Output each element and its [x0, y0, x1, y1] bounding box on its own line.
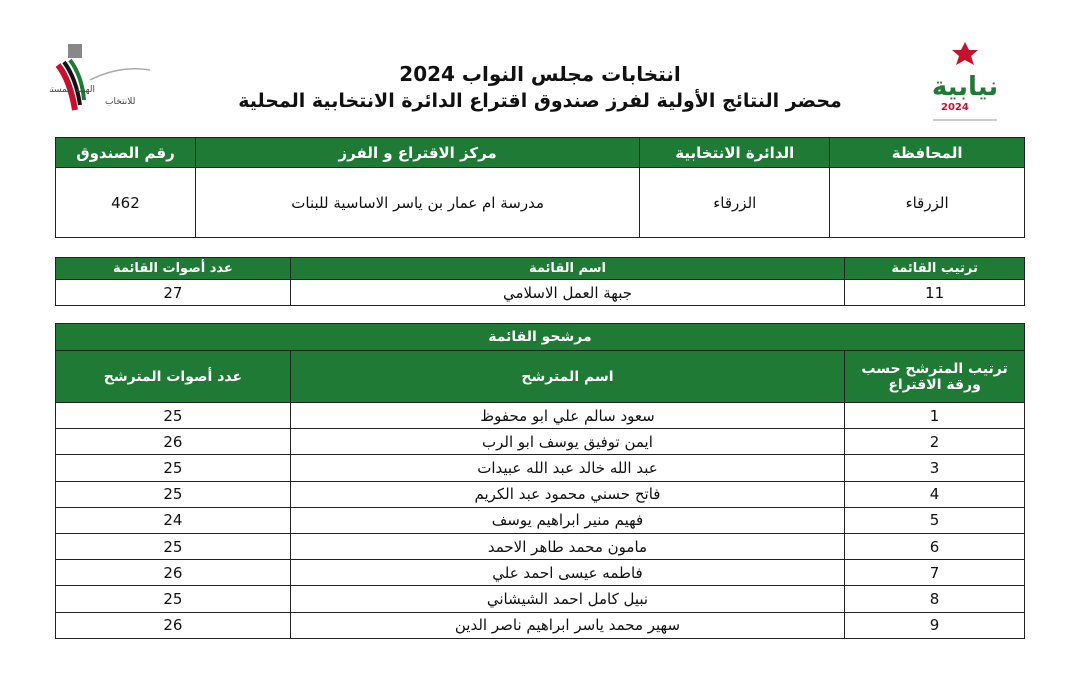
page-subtitle: محضر النتائج الأولية لفرز صندوق اقتراع ا…	[238, 90, 842, 112]
header-list-votes: عدد أصوات القائمة	[55, 257, 291, 280]
list-name-value: جبهة العمل الاسلامي	[289, 279, 846, 306]
box-number-value: 462	[55, 167, 196, 238]
svg-text:2024: 2024	[941, 102, 969, 113]
candidate-rank: 6	[844, 532, 1025, 561]
header-box-number: رقم الصندوق	[55, 137, 196, 168]
table-row: 8 نبيل كامل احمد الشيشاني 25	[55, 585, 1025, 613]
header-governorate: المحافظة	[829, 137, 1025, 168]
iec-logo: الهيئة المستقلة للانتخاب	[50, 44, 151, 111]
header-candidate-name: اسم المترشح	[289, 350, 846, 403]
svg-text:نيابية: نيابية	[932, 72, 998, 102]
candidate-votes: 25	[55, 454, 291, 482]
table-row: 9 سهير محمد ياسر ابراهيم ناصر الدين 26	[55, 611, 1025, 639]
candidates-table: مرشحو القائمة ترتيب المترشح حسب ورقة الا…	[55, 323, 1025, 639]
candidate-votes: 26	[55, 611, 291, 639]
candidate-name: عبد الله خالد عبد الله عبيدات	[289, 454, 846, 482]
ballot-box-info-table: المحافظة الدائرة الانتخابية مركز الاقترا…	[55, 137, 1025, 238]
governorate-value: الزرقاء	[829, 167, 1025, 238]
candidate-rank: 4	[844, 480, 1025, 508]
candidate-name: فهيم منير ابراهيم يوسف	[289, 506, 846, 534]
table-row: 7 فاطمه عيسى احمد علي 26	[55, 559, 1025, 587]
candidate-votes: 25	[55, 480, 291, 508]
table-row: 4 فاتح حسني محمود عبد الكريم 25	[55, 480, 1025, 508]
candidate-votes: 24	[55, 506, 291, 534]
polling-center-value: مدرسة ام عمار بن ياسر الاساسية للبنات	[194, 167, 641, 238]
candidate-rank: 3	[844, 454, 1025, 482]
candidate-rank: 5	[844, 506, 1025, 534]
candidate-rank: 2	[844, 428, 1025, 456]
candidate-rank: 1	[844, 401, 1025, 430]
header-district: الدائرة الانتخابية	[639, 137, 831, 168]
candidate-votes: 25	[55, 401, 291, 430]
header-candidate-rank: ترتيب المترشح حسب ورقة الاقتراع	[844, 350, 1025, 403]
table-row: 3 عبد الله خالد عبد الله عبيدات 25	[55, 454, 1025, 482]
candidate-rank: 9	[844, 611, 1025, 639]
ballot-box-icon	[68, 44, 82, 58]
candidate-name: مامون محمد طاهر الاحمد	[289, 532, 846, 561]
candidate-votes: 25	[55, 532, 291, 561]
header-polling-center: مركز الاقتراع و الفرز	[194, 137, 641, 168]
table-row: 2 ايمن توفيق يوسف ابو الرب 26	[55, 428, 1025, 456]
candidate-name: نبيل كامل احمد الشيشاني	[289, 585, 846, 613]
candidate-votes: 26	[55, 428, 291, 456]
list-rank-value: 11	[844, 279, 1025, 306]
svg-text:للانتخاب: للانتخاب	[105, 97, 135, 107]
candidate-name: سعود سالم علي ابو محفوظ	[289, 401, 846, 430]
page-title: انتخابات مجلس النواب 2024	[399, 62, 681, 86]
table-row: 6 مامون محمد طاهر الاحمد 25	[55, 532, 1025, 561]
table-row: 1 سعود سالم علي ابو محفوظ 25	[55, 401, 1025, 430]
candidate-name: ايمن توفيق يوسف ابو الرب	[289, 428, 846, 456]
candidate-rank: 7	[844, 559, 1025, 587]
header-candidate-votes: عدد أصوات المترشح	[55, 350, 291, 403]
candidate-votes: 25	[55, 585, 291, 613]
candidate-votes: 26	[55, 559, 291, 587]
candidate-name: فاطمه عيسى احمد علي	[289, 559, 846, 587]
header-list-rank: ترتيب القائمة	[844, 257, 1025, 280]
star-icon	[952, 42, 978, 65]
district-value: الزرقاء	[639, 167, 831, 238]
svg-text:الهيئة المستقلة: الهيئة المستقلة	[50, 85, 95, 95]
list-info-table: ترتيب القائمة اسم القائمة عدد أصوات القا…	[55, 257, 1025, 306]
table-row: 5 فهيم منير ابراهيم يوسف 24	[55, 506, 1025, 534]
candidate-rank: 8	[844, 585, 1025, 613]
candidates-section-title: مرشحو القائمة	[55, 323, 1025, 351]
niyabiya-logo: نيابية 2024	[932, 42, 998, 121]
candidate-name: فاتح حسني محمود عبد الكريم	[289, 480, 846, 508]
list-votes-value: 27	[55, 279, 291, 306]
header-list-name: اسم القائمة	[289, 257, 846, 280]
candidate-name: سهير محمد ياسر ابراهيم ناصر الدين	[289, 611, 846, 639]
